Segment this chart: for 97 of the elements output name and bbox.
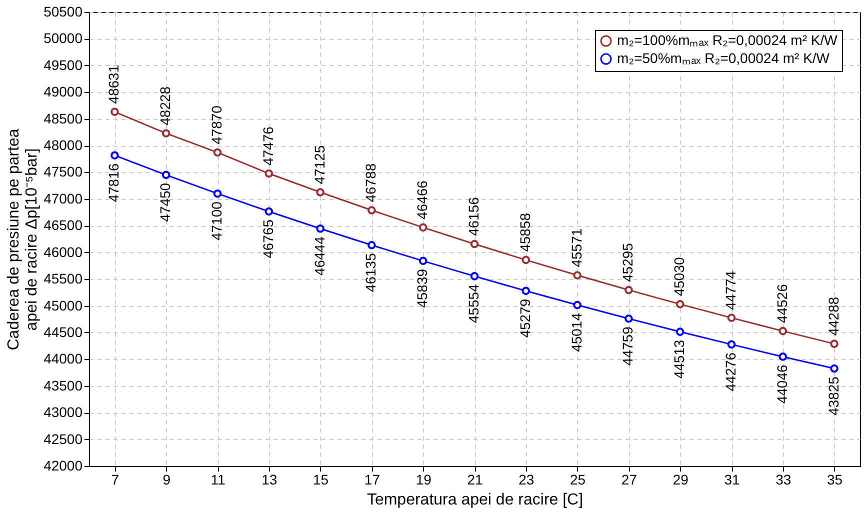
data-label: 47476	[260, 126, 276, 166]
data-label: 46444	[311, 236, 328, 276]
y-axis-title: Caderea de presiune pe partea apei de racire Δp[10⁻⁵bar]	[6, 128, 41, 350]
data-label: 47870	[208, 105, 224, 144]
point	[522, 256, 530, 264]
x-tick-label: 31	[724, 472, 740, 488]
y-tick-label: 44000	[44, 350, 83, 367]
data-label: 46466	[414, 180, 430, 220]
point	[573, 300, 582, 310]
x-tick-label: 13	[262, 472, 278, 488]
x-tick-label: 19	[416, 472, 432, 488]
point	[368, 240, 376, 250]
point	[727, 314, 736, 322]
point	[264, 169, 274, 178]
point	[418, 223, 428, 232]
legend-label: m₂=50%mₘₐₓ R₂=0,00024 m² K/W	[617, 50, 830, 66]
point	[470, 272, 479, 280]
data-label: 46156	[466, 196, 482, 236]
point	[418, 256, 428, 266]
x-tick-label: 23	[518, 472, 534, 488]
y-tick-label: 45500	[44, 270, 83, 287]
data-label: 48631	[106, 64, 122, 104]
data-label: 45279	[516, 298, 533, 338]
point	[522, 286, 530, 296]
point	[264, 207, 274, 216]
point	[778, 352, 788, 361]
data-label: 45030	[671, 257, 688, 296]
y-tick-label: 42000	[44, 458, 83, 474]
y-tick-label: 43000	[44, 404, 83, 420]
y-tick-label: 50500	[44, 4, 83, 20]
data-label: 44526	[774, 284, 790, 324]
data-label: 44774	[722, 270, 738, 310]
data-label: 46135	[362, 252, 379, 292]
point	[316, 188, 324, 196]
point	[624, 286, 633, 294]
data-label: 44513	[671, 340, 688, 379]
data-label: 47450	[157, 182, 174, 222]
y-tick-label: 49500	[44, 56, 83, 73]
data-label: 47125	[311, 145, 328, 184]
data-label: 45858	[516, 212, 533, 252]
point	[727, 340, 736, 349]
data-label: 46765	[260, 219, 276, 258]
point	[316, 224, 324, 233]
data-label: 47100	[208, 201, 224, 241]
point	[676, 300, 684, 308]
x-tick-label: 33	[776, 472, 792, 488]
x-tick-label: 17	[364, 472, 380, 488]
x-tick-label: 29	[672, 472, 689, 488]
data-label: 46788	[362, 163, 379, 202]
data-label: 44759	[620, 326, 636, 366]
data-label: 45839	[414, 268, 430, 308]
data-label: 48228	[157, 86, 174, 126]
y-tick-label: 46500	[44, 217, 83, 234]
x-tick-label: 15	[313, 472, 329, 488]
x-tick-label: 21	[467, 472, 483, 488]
y-tick-label: 42500	[44, 430, 83, 447]
point	[162, 170, 170, 180]
point	[162, 129, 170, 138]
point	[676, 328, 684, 336]
data-label: 45014	[568, 312, 584, 352]
y-tick-label: 44500	[44, 324, 83, 340]
data-label: 45571	[568, 228, 584, 268]
point	[110, 108, 119, 116]
data-label: 45554	[466, 284, 482, 324]
y-tick-label: 49000	[44, 84, 83, 100]
point	[110, 151, 119, 160]
point	[830, 340, 838, 348]
point	[830, 364, 838, 373]
point	[213, 148, 222, 157]
y-tick-label: 43500	[44, 377, 83, 394]
legend-label: m₂=100%mₘₐₓ R₂=0,00024 m² K/W	[617, 32, 838, 48]
data-label: 43825	[825, 376, 842, 416]
y-tick-label: 50000	[44, 30, 83, 46]
x-tick-label: 9	[162, 472, 171, 488]
point	[470, 240, 479, 248]
x-axis-title: Temperatura apei de racire [C]	[366, 492, 584, 508]
x-tick-label: 35	[827, 472, 843, 488]
point	[573, 271, 582, 280]
point	[213, 189, 222, 198]
point	[368, 206, 376, 214]
y-tick-label: 47500	[44, 164, 83, 180]
data-label: 45295	[620, 242, 636, 282]
point	[778, 326, 788, 336]
y-tick-label: 45000	[44, 297, 83, 314]
y-tick-label: 46000	[44, 244, 83, 260]
x-tick-label: 25	[570, 472, 586, 488]
y-tick-label: 48000	[44, 137, 83, 154]
x-tick-label: 7	[111, 472, 120, 488]
data-label: 44288	[825, 296, 842, 336]
data-label: 44276	[722, 352, 738, 392]
data-label: 44046	[774, 364, 790, 404]
point	[624, 314, 633, 323]
y-tick-label: 48500	[44, 110, 83, 126]
y-tick-label: 47000	[44, 190, 83, 206]
data-label: 47816	[106, 163, 122, 202]
x-tick-label: 11	[210, 472, 226, 488]
x-tick-label: 27	[621, 472, 638, 488]
